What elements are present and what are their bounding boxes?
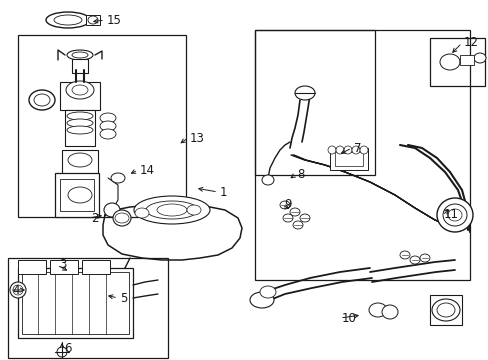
Bar bbox=[254, 30, 374, 175]
Bar bbox=[429, 295, 461, 325]
Bar bbox=[62, 150, 98, 180]
Ellipse shape bbox=[419, 254, 429, 262]
Text: 1: 1 bbox=[220, 185, 227, 198]
Ellipse shape bbox=[283, 214, 292, 222]
Bar bbox=[8, 258, 168, 358]
Bar bbox=[329, 148, 367, 170]
Ellipse shape bbox=[115, 213, 129, 223]
Ellipse shape bbox=[135, 208, 149, 218]
Text: 13: 13 bbox=[190, 131, 204, 144]
Bar bbox=[334, 152, 362, 166]
Text: 7: 7 bbox=[353, 141, 361, 154]
Ellipse shape bbox=[186, 205, 201, 215]
Ellipse shape bbox=[111, 173, 125, 183]
Ellipse shape bbox=[100, 113, 116, 123]
Ellipse shape bbox=[66, 81, 94, 99]
Ellipse shape bbox=[67, 50, 93, 60]
Ellipse shape bbox=[113, 210, 131, 226]
Ellipse shape bbox=[67, 119, 93, 127]
Ellipse shape bbox=[280, 201, 289, 209]
Ellipse shape bbox=[289, 208, 299, 216]
Ellipse shape bbox=[72, 85, 88, 95]
Ellipse shape bbox=[442, 204, 466, 226]
Ellipse shape bbox=[292, 221, 303, 229]
Text: 5: 5 bbox=[120, 292, 127, 305]
Ellipse shape bbox=[68, 187, 92, 203]
Ellipse shape bbox=[381, 305, 397, 319]
Ellipse shape bbox=[67, 112, 93, 120]
Ellipse shape bbox=[57, 347, 67, 357]
Text: 12: 12 bbox=[463, 36, 478, 49]
Ellipse shape bbox=[431, 299, 459, 321]
Ellipse shape bbox=[473, 53, 485, 63]
Ellipse shape bbox=[439, 54, 459, 70]
Ellipse shape bbox=[146, 201, 198, 219]
Text: 3: 3 bbox=[59, 258, 66, 271]
Ellipse shape bbox=[72, 52, 88, 58]
Ellipse shape bbox=[10, 282, 26, 298]
Ellipse shape bbox=[29, 90, 55, 110]
Text: 2: 2 bbox=[91, 211, 98, 225]
Bar bbox=[459, 55, 473, 65]
Ellipse shape bbox=[399, 251, 409, 259]
Text: 14: 14 bbox=[140, 163, 155, 176]
Ellipse shape bbox=[351, 146, 359, 154]
Ellipse shape bbox=[67, 126, 93, 134]
Text: 11: 11 bbox=[443, 208, 458, 221]
Ellipse shape bbox=[299, 214, 309, 222]
Bar bbox=[18, 260, 46, 274]
Bar bbox=[18, 268, 133, 338]
Ellipse shape bbox=[294, 86, 314, 100]
Bar bbox=[22, 272, 129, 334]
Ellipse shape bbox=[13, 285, 23, 295]
Bar bbox=[82, 260, 110, 274]
Bar bbox=[60, 179, 94, 211]
Ellipse shape bbox=[100, 129, 116, 139]
Bar bbox=[86, 15, 100, 25]
Ellipse shape bbox=[343, 146, 351, 154]
Bar bbox=[60, 82, 100, 110]
Ellipse shape bbox=[262, 175, 273, 185]
Ellipse shape bbox=[68, 153, 92, 167]
Text: 10: 10 bbox=[341, 311, 356, 324]
Ellipse shape bbox=[359, 146, 367, 154]
Ellipse shape bbox=[157, 204, 186, 216]
Bar bbox=[50, 260, 78, 274]
Ellipse shape bbox=[54, 15, 82, 25]
Bar bbox=[254, 30, 469, 280]
Bar bbox=[429, 38, 484, 86]
Ellipse shape bbox=[327, 146, 335, 154]
Text: 9: 9 bbox=[284, 198, 291, 211]
Polygon shape bbox=[103, 205, 242, 260]
Text: 6: 6 bbox=[64, 342, 71, 355]
Bar bbox=[55, 173, 99, 217]
Ellipse shape bbox=[104, 203, 120, 217]
Ellipse shape bbox=[335, 146, 343, 154]
Bar bbox=[65, 110, 95, 146]
Ellipse shape bbox=[436, 198, 472, 232]
Bar bbox=[18, 35, 185, 217]
Ellipse shape bbox=[368, 303, 386, 317]
Text: 15: 15 bbox=[107, 13, 122, 27]
Ellipse shape bbox=[100, 121, 116, 131]
Text: 8: 8 bbox=[296, 168, 304, 181]
Ellipse shape bbox=[447, 209, 461, 221]
Ellipse shape bbox=[249, 292, 273, 308]
Ellipse shape bbox=[88, 16, 98, 24]
Text: 4: 4 bbox=[12, 284, 20, 297]
Ellipse shape bbox=[46, 12, 90, 28]
Ellipse shape bbox=[409, 256, 419, 264]
Ellipse shape bbox=[34, 94, 50, 106]
Ellipse shape bbox=[134, 196, 209, 224]
Bar bbox=[72, 59, 88, 73]
Ellipse shape bbox=[436, 303, 454, 317]
Ellipse shape bbox=[260, 286, 275, 298]
